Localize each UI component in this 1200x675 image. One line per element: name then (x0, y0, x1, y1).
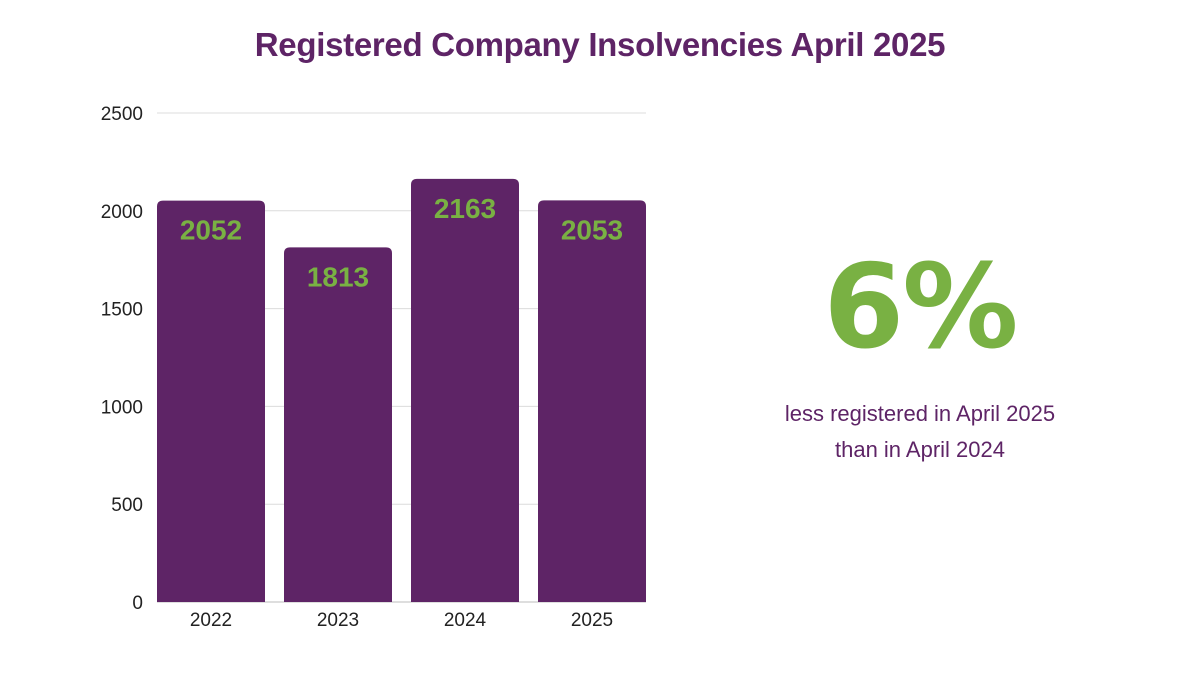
y-tick-label: 0 (132, 593, 143, 614)
bar (538, 200, 646, 602)
stat-description: less registered in April 2025 than in Ap… (784, 401, 1056, 462)
bar (411, 178, 519, 602)
x-axis-tick-labels: 2022 2023 2024 2025 (190, 610, 613, 631)
bar-value-label: 2053 (561, 214, 623, 245)
chart-title: Registered Company Insolvencies April 20… (254, 26, 946, 63)
stat-callout: 6% less registered in April 2025 than in… (760, 250, 1080, 468)
bar (284, 247, 392, 602)
bars-group (157, 178, 646, 603)
x-tick-label: 2022 (190, 610, 232, 631)
y-tick-label: 2000 (101, 202, 143, 223)
bar-value-label: 1813 (307, 261, 369, 292)
bar (157, 200, 265, 603)
x-tick-label: 2024 (444, 610, 487, 631)
stat-percentage: 6% (823, 240, 1019, 375)
y-axis-tick-labels: 0 500 1000 1500 2000 2500 (101, 104, 143, 614)
y-tick-label: 1000 (101, 397, 143, 418)
bar-value-label: 2052 (180, 215, 242, 246)
value-labels: 2052 1813 2163 2053 (180, 193, 623, 292)
bar-value-label: 2163 (434, 193, 496, 224)
y-tick-label: 1500 (101, 300, 143, 321)
y-tick-label: 500 (111, 495, 143, 516)
x-tick-label: 2025 (571, 610, 613, 631)
y-tick-label: 2500 (101, 104, 143, 125)
x-tick-label: 2023 (317, 610, 359, 631)
